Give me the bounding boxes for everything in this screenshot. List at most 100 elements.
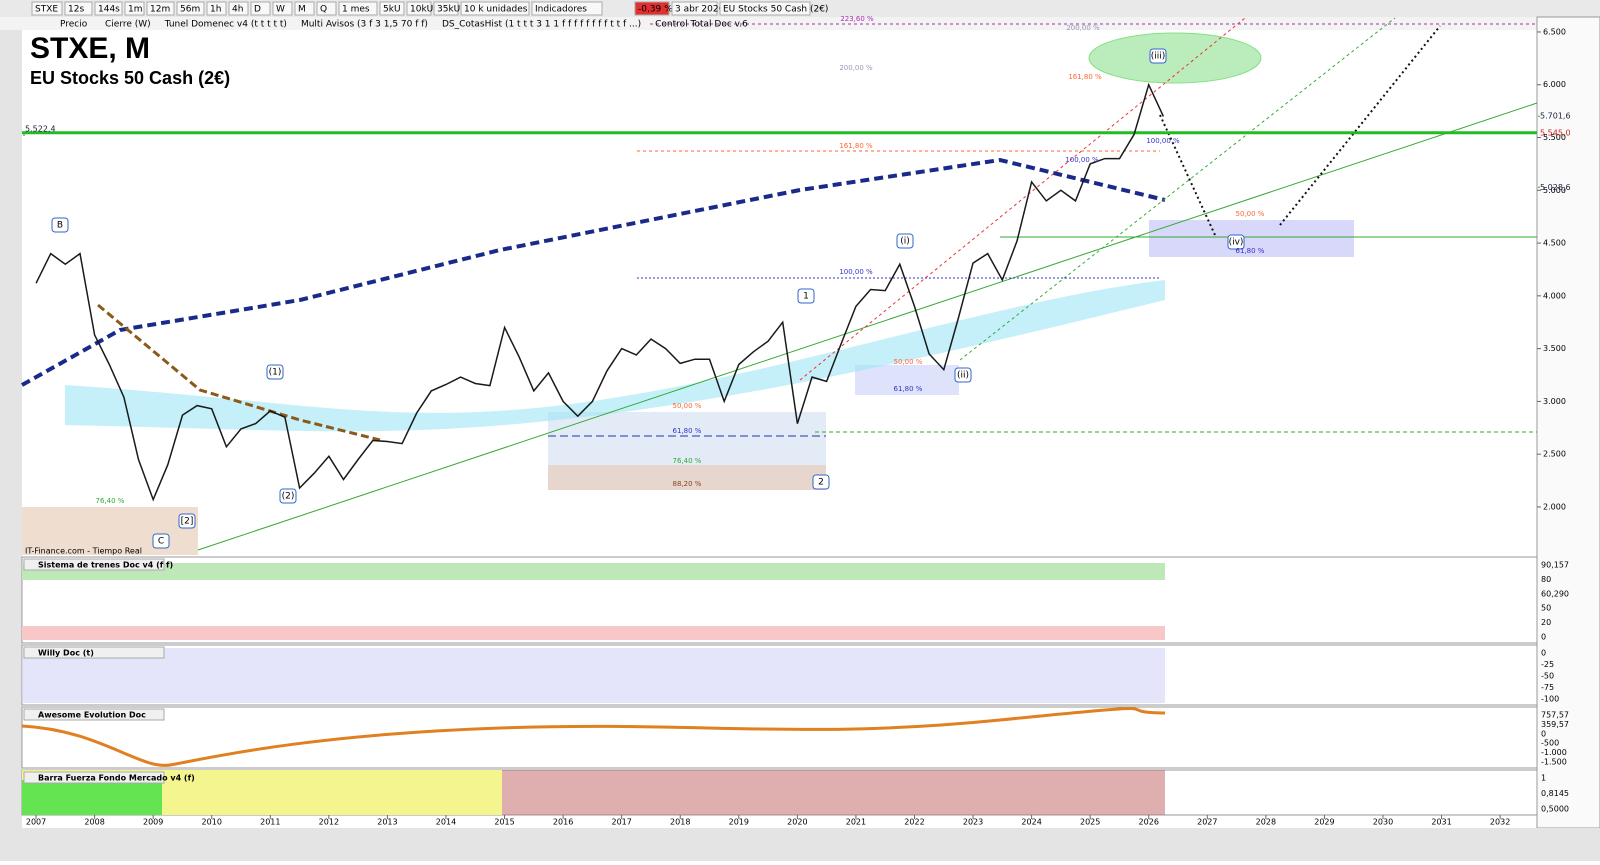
x-tick-label: 2023 (963, 818, 983, 827)
panel-tick-label: 0,8145 (1541, 789, 1569, 798)
wave-label: (ii) (957, 371, 969, 381)
x-tick-label: 2025 (1080, 818, 1100, 827)
y-tick-label: 4.000 (1543, 291, 1566, 300)
drawings (21, 17, 1538, 555)
timeframe-button[interactable] (176, 1, 205, 16)
date-button[interactable] (671, 1, 718, 16)
wave-label: (1) (269, 368, 282, 378)
x-tick-label: 2027 (1197, 818, 1217, 827)
timeframe: 1m (128, 5, 143, 15)
x-tick-label: 2018 (670, 818, 690, 827)
timeframe: 1h (210, 5, 221, 15)
timeframe: M (298, 5, 306, 15)
instrument-button[interactable] (719, 1, 811, 16)
unit-button[interactable] (406, 1, 432, 16)
fib-label: 223,60 % (840, 15, 874, 23)
panel-tick-label: 1 (1541, 774, 1546, 783)
timeframe: 4h (232, 5, 243, 15)
change-button[interactable] (634, 1, 670, 16)
wave-box (266, 364, 284, 380)
y-tick-label: 2.500 (1543, 450, 1566, 459)
unit-button[interactable] (379, 1, 405, 16)
symbol-button[interactable] (31, 1, 63, 16)
panel-tick-label: 60,290 (1541, 589, 1569, 598)
timeframe-button[interactable] (124, 1, 145, 16)
panel-header[interactable] (23, 771, 165, 784)
timeframe-button[interactable] (294, 1, 315, 16)
timeframe-button[interactable] (250, 1, 271, 16)
legend-entry[interactable]: Tunel Domenec v4 (t t t t t) (164, 20, 287, 30)
unit-select: 10 k unidades (464, 5, 528, 15)
wave-label: C (158, 537, 164, 547)
panel-header[interactable] (23, 558, 165, 571)
x-tick-label: 2026 (1139, 818, 1159, 827)
panel-tick-label: -1.000 (1541, 748, 1567, 757)
x-tick-label: 2014 (436, 818, 456, 827)
wave-box (51, 217, 69, 233)
x-tick-label: 2008 (84, 818, 104, 827)
panel-tick-label: 20 (1541, 618, 1551, 627)
timeframe-button[interactable] (94, 1, 123, 16)
timeframe-button[interactable] (272, 1, 293, 16)
wave-box (1227, 234, 1245, 250)
indicator-panels (21, 556, 1538, 816)
legend-entry[interactable]: Precio (60, 20, 88, 30)
date: 3 abr 2026 (675, 5, 725, 15)
timeframe: 56m (180, 5, 200, 15)
wave-label: 1 (803, 292, 809, 302)
price-line (35, 82, 1165, 502)
x-tick-label: 2022 (904, 818, 924, 827)
timeframe-button[interactable] (316, 1, 337, 16)
wave-label: 2 (818, 478, 824, 488)
fib-label: 100,00 % (1065, 156, 1099, 164)
timeframe: Q (320, 5, 327, 15)
timeframe: 12m (150, 5, 170, 15)
wave-box (797, 288, 815, 304)
wave-box (178, 513, 196, 529)
indicators: Indicadores (535, 5, 587, 15)
legend-entry[interactable]: DS_CotasHist (1 t t t 3 1 1 f f f f f f … (442, 20, 641, 30)
chart-subtitle: EU Stocks 50 Cash (2€) (30, 68, 230, 88)
fib-label: 200,00 % (839, 64, 873, 72)
x-tick-label: 2030 (1373, 818, 1393, 827)
panel-tick-label: -50 (1541, 672, 1554, 681)
wave-box (954, 367, 972, 383)
panel-tick-label: -75 (1541, 683, 1554, 692)
y-tick-label: 2.000 (1543, 502, 1566, 511)
period-button[interactable] (338, 1, 378, 16)
panel-tick-label: -25 (1541, 660, 1554, 669)
timeframe-button[interactable] (206, 1, 227, 16)
fib-label: 76,40 % (673, 457, 702, 465)
price-label: 5.028,6 (1540, 183, 1571, 192)
fib-label: 161,80 % (839, 142, 873, 150)
timeframe-button[interactable] (228, 1, 249, 16)
unit-select-button[interactable] (460, 1, 530, 16)
panel-tick-label: 0,5000 (1541, 805, 1569, 814)
price-label: 5.522,4 (25, 125, 56, 134)
panel-header[interactable] (23, 708, 165, 721)
wave-box (812, 474, 830, 490)
unit-button[interactable] (433, 1, 459, 16)
timeframe: W (276, 5, 285, 15)
legend-entry[interactable]: Cierre (W) (105, 20, 151, 30)
fib-label: 50,00 % (673, 402, 702, 410)
panel-tick-label: 90,157 (1541, 561, 1569, 570)
timeframe-button[interactable] (146, 1, 175, 16)
panel-title: Awesome Evolution Doc (38, 711, 146, 720)
legend-entry[interactable]: Multi Avisos (3 f 3 1,5 70 f f) (301, 20, 428, 30)
panel-header[interactable] (23, 646, 165, 659)
wave-box (1149, 48, 1167, 64)
legend-entry[interactable]: Control Total Doc v.6 (655, 20, 748, 30)
timeframe-button[interactable] (64, 1, 93, 16)
panel-tick-label: 359,57 (1541, 720, 1569, 729)
wave-box (896, 233, 914, 249)
x-tick-label: 2032 (1490, 818, 1510, 827)
fib-label: 61,80 % (894, 385, 923, 393)
price-label: 5.701,6 (1540, 112, 1571, 121)
wave-label: [2] (181, 517, 194, 527)
wave-label: (iii) (1151, 52, 1166, 62)
indicators-button[interactable] (531, 1, 603, 16)
x-tick-label: 2028 (1256, 818, 1276, 827)
wave-label: (2) (282, 492, 295, 502)
